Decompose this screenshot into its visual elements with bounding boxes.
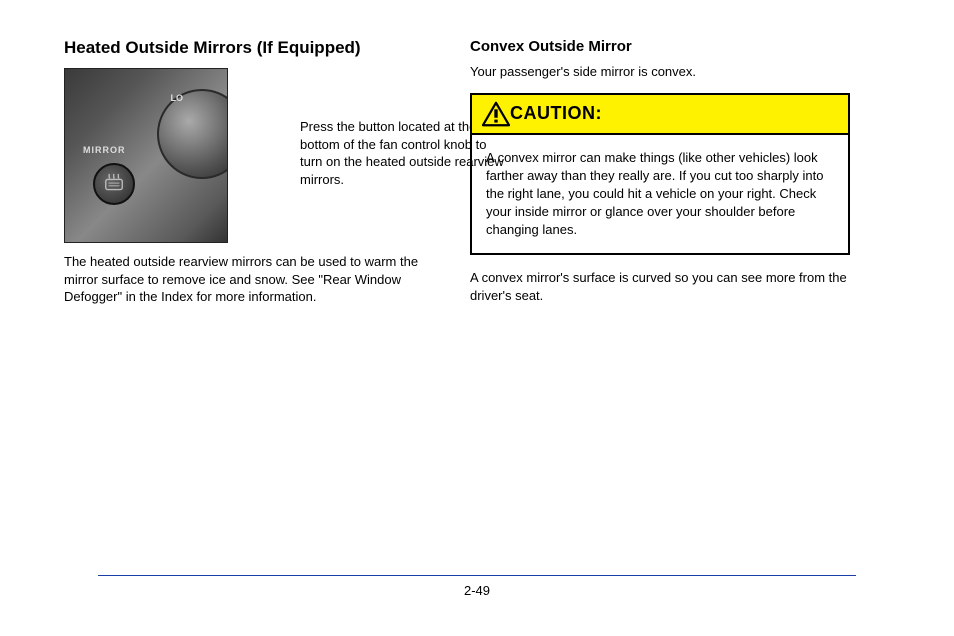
- heated-mirror-button: [93, 163, 135, 205]
- manual-page: Heated Outside Mirrors (If Equipped) LO …: [0, 0, 954, 636]
- caution-box: CAUTION: A convex mirror can make things…: [470, 93, 850, 256]
- photo-label-mirror: MIRROR: [83, 145, 126, 155]
- mirror-button-photo: LO MIRROR: [64, 68, 228, 243]
- right-column: Convex Outside Mirror Your passenger's s…: [470, 38, 850, 305]
- convex-paragraph: A convex mirror's surface is curved so y…: [470, 269, 850, 304]
- caution-label: CAUTION:: [510, 103, 602, 124]
- rear-defog-icon: [103, 173, 125, 195]
- warning-triangle-icon: [482, 101, 510, 127]
- fan-control-knob: [157, 89, 228, 179]
- left-column: Heated Outside Mirrors (If Equipped) LO …: [64, 38, 444, 306]
- page-number: 2-49: [0, 583, 954, 598]
- heated-mirror-paragraph: The heated outside rearview mirrors can …: [64, 253, 444, 306]
- photo-label-lo: LO: [171, 93, 184, 103]
- convex-intro: Your passenger's side mirror is convex.: [470, 63, 850, 81]
- footer-rule: [98, 575, 856, 576]
- caution-body-text: A convex mirror can make things (like ot…: [472, 135, 848, 254]
- section-title-convex-mirror: Convex Outside Mirror: [470, 38, 850, 55]
- caution-header: CAUTION:: [472, 95, 848, 135]
- section-title-heated-mirrors: Heated Outside Mirrors (If Equipped): [64, 38, 444, 58]
